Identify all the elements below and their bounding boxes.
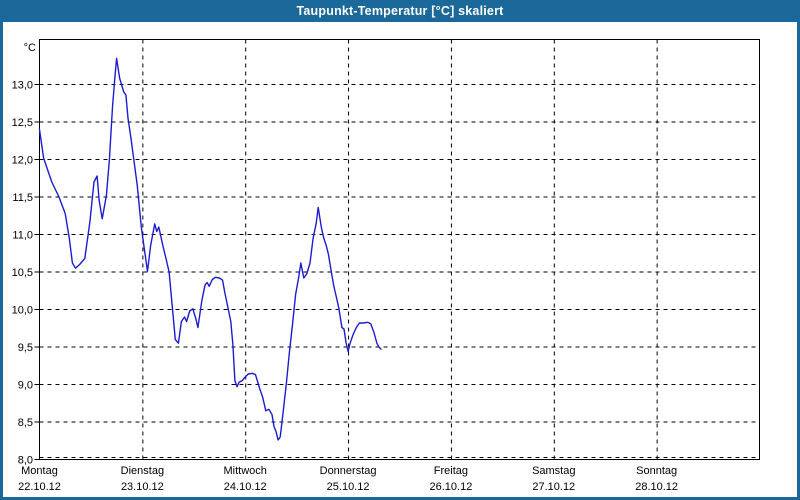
x-axis-day-label: Mittwoch (224, 465, 267, 477)
window-titlebar: Taupunkt-Temperatur [°C] skaliert (0, 0, 800, 22)
x-axis-day-label: Dienstag (121, 465, 164, 477)
x-axis-date-label: 24.10.12 (224, 481, 267, 493)
x-axis-day-label: Sonntag (636, 465, 677, 477)
window-title: Taupunkt-Temperatur [°C] skaliert (296, 4, 504, 18)
plot-border (39, 39, 760, 460)
x-axis-date-label: 26.10.12 (430, 481, 473, 493)
x-axis-date-label: 23.10.12 (121, 481, 164, 493)
y-axis-label: 8,0 (18, 455, 33, 467)
x-axis-day-label: Montag (21, 465, 58, 477)
x-axis-date-label: 25.10.12 (327, 481, 370, 493)
y-axis-label: 10,5 (12, 267, 33, 279)
y-axis-label: 8,5 (18, 417, 33, 429)
y-axis-label: 12,5 (12, 117, 33, 129)
dewpoint-series-line (38, 57, 382, 441)
x-axis-date-label: 22.10.12 (18, 481, 61, 493)
y-axis-label: 11,5 (12, 192, 33, 204)
x-axis-date-label: 27.10.12 (532, 481, 575, 493)
y-axis-label: 10,0 (12, 305, 33, 317)
y-axis-label: 12,0 (12, 155, 33, 167)
y-axis-label: 13,0 (12, 80, 33, 92)
x-axis-day-label: Donnerstag (320, 465, 377, 477)
y-axis-label: 9,0 (18, 380, 33, 392)
y-axis-label: 11,0 (12, 230, 33, 242)
x-axis-day-label: Freitag (434, 465, 468, 477)
y-axis-unit-label: °C (24, 42, 36, 54)
y-axis-label: 9,5 (18, 342, 33, 354)
x-axis-day-label: Samstag (532, 465, 575, 477)
x-axis-date-label: 28.10.12 (635, 481, 678, 493)
